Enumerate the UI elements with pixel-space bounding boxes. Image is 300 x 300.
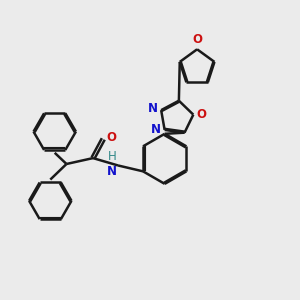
Text: O: O <box>192 33 202 46</box>
Text: N: N <box>148 102 158 115</box>
Text: H: H <box>108 150 116 163</box>
Text: O: O <box>197 108 207 121</box>
Text: N: N <box>151 123 161 136</box>
Text: N: N <box>106 166 116 178</box>
Text: O: O <box>107 131 117 144</box>
